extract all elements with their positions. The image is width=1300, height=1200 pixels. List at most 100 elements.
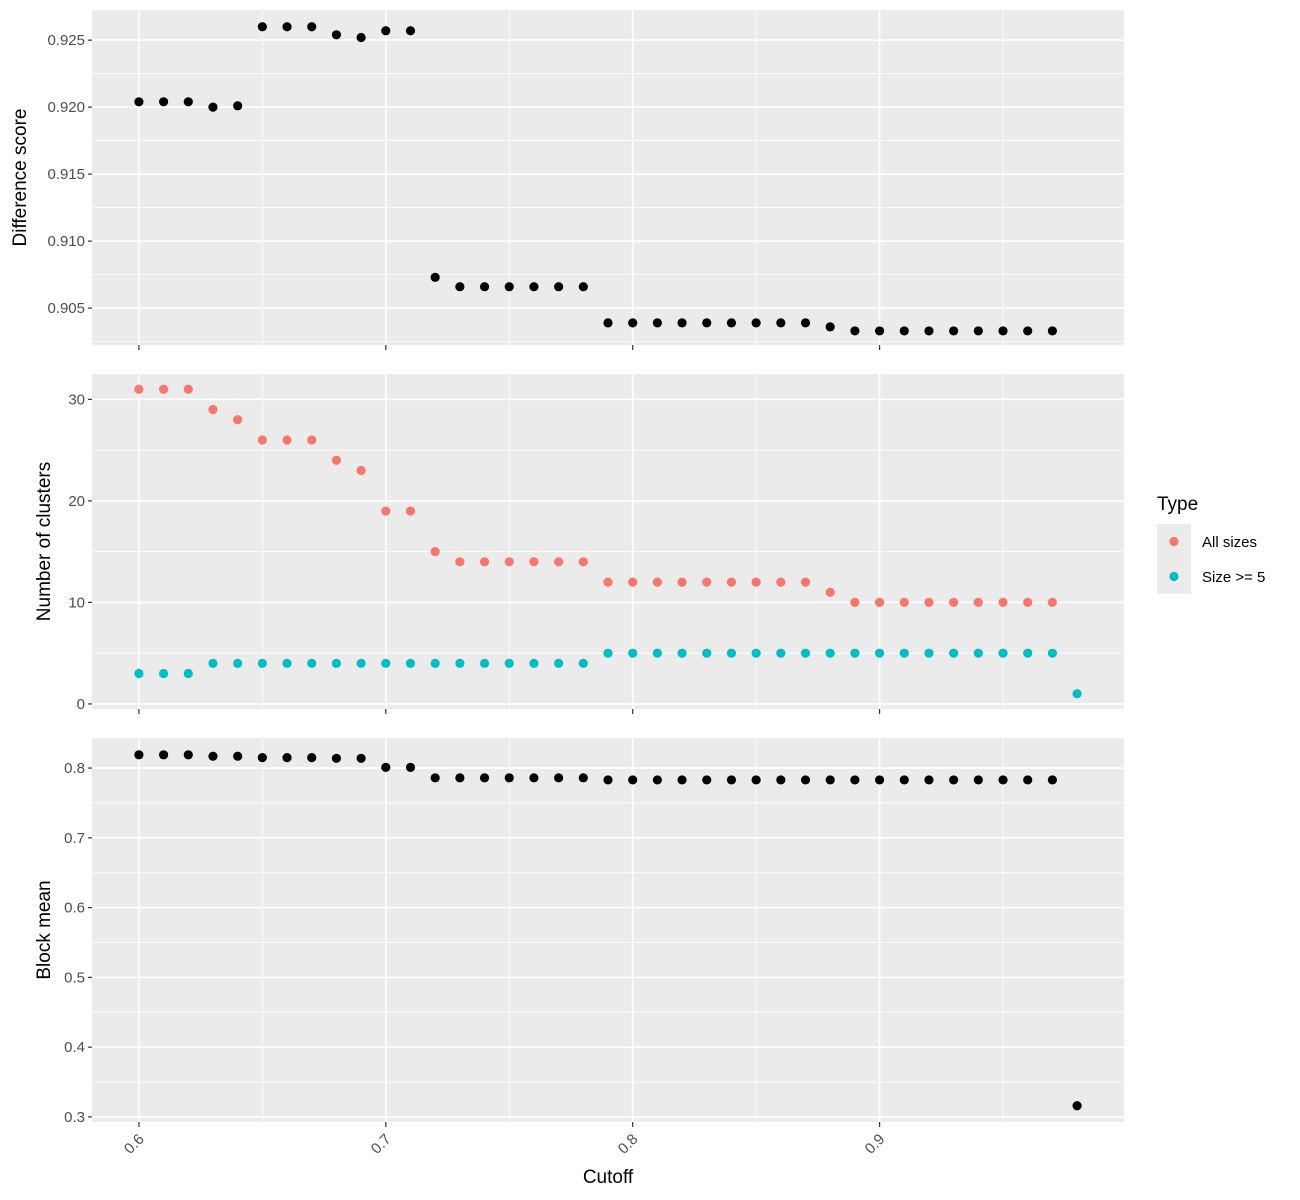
data-point <box>430 272 440 282</box>
x-axis-title: Cutoff <box>583 1167 634 1188</box>
data-point <box>1047 775 1058 785</box>
legend: Type All sizes Size >= 5 <box>1157 494 1265 594</box>
data-point <box>800 318 811 328</box>
data-point <box>158 97 169 107</box>
data-point <box>652 648 662 658</box>
data-point <box>208 658 218 668</box>
data-point <box>949 775 959 785</box>
panel-clusters: 0 10 20 30 Number of clusters <box>34 374 1124 714</box>
data-point <box>233 658 243 668</box>
data-point <box>405 658 416 668</box>
series-all-sizes <box>134 384 1058 608</box>
data-point <box>455 658 465 668</box>
data-point <box>504 658 514 668</box>
data-point <box>356 753 366 763</box>
data-point <box>998 326 1008 336</box>
data-point <box>949 326 959 336</box>
data-point <box>751 775 761 785</box>
data-point <box>825 322 835 332</box>
data-point <box>331 455 342 465</box>
y-axis-title: Number of clusters <box>34 462 55 621</box>
data-point <box>307 435 317 445</box>
y-tick-label: 20 <box>68 493 85 510</box>
data-point <box>998 648 1008 658</box>
data-point <box>356 32 366 43</box>
panel-background <box>92 10 1124 345</box>
data-point <box>578 773 588 783</box>
y-tick-label: 0.905 <box>47 300 85 317</box>
data-point <box>381 26 391 36</box>
data-point <box>603 648 613 658</box>
data-point <box>134 750 144 760</box>
y-axis-title: Block mean <box>34 880 55 979</box>
data-point <box>479 557 490 567</box>
data-point <box>825 587 835 597</box>
data-point <box>158 668 169 679</box>
data-point <box>874 326 885 336</box>
data-point <box>183 97 193 107</box>
data-point <box>134 97 144 107</box>
data-point <box>282 658 292 668</box>
data-point <box>257 22 267 32</box>
data-point <box>702 648 712 658</box>
x-tick-label: 0.9 <box>862 1131 889 1158</box>
data-point <box>628 318 638 328</box>
data-point <box>874 775 885 785</box>
data-point <box>800 577 811 587</box>
data-point <box>430 547 440 557</box>
data-point <box>578 658 588 668</box>
y-axis-title: Difference score <box>10 109 31 247</box>
data-point <box>1047 648 1058 658</box>
data-point <box>850 648 860 658</box>
data-point <box>208 102 218 112</box>
data-point <box>776 318 786 328</box>
data-point <box>751 648 761 658</box>
data-point <box>751 577 761 587</box>
data-point <box>776 577 786 587</box>
data-point <box>479 773 490 783</box>
data-point <box>800 775 811 785</box>
data-point <box>973 326 983 336</box>
data-point <box>825 775 835 785</box>
data-point <box>998 775 1008 785</box>
y-tick-label: 0.920 <box>47 99 85 116</box>
data-point <box>455 557 465 567</box>
data-point <box>307 22 317 32</box>
data-point <box>973 648 983 658</box>
data-point <box>677 648 687 658</box>
data-point <box>924 326 934 336</box>
data-point <box>751 318 761 328</box>
data-point <box>1072 689 1082 699</box>
data-point <box>183 384 193 394</box>
data-point <box>603 775 613 785</box>
data-point <box>652 775 662 785</box>
data-point <box>800 648 811 658</box>
data-point <box>504 282 514 292</box>
data-point <box>924 597 934 608</box>
data-point <box>529 773 539 783</box>
data-point <box>603 318 613 328</box>
data-point <box>479 282 490 292</box>
data-point <box>554 773 564 783</box>
y-tick-label: 10 <box>68 594 85 611</box>
data-point <box>134 668 144 679</box>
data-point <box>677 318 687 328</box>
data-point <box>282 435 292 445</box>
y-tick-label: 0.910 <box>47 233 85 250</box>
data-point <box>899 648 909 658</box>
data-point <box>726 775 737 785</box>
legend-key-point <box>1169 571 1179 582</box>
data-point <box>529 282 539 292</box>
data-point <box>899 775 909 785</box>
data-point <box>1023 775 1033 785</box>
y-tick-label: 0.915 <box>47 166 85 183</box>
data-point <box>504 557 514 567</box>
panel-difference: 0.905 0.910 0.915 0.920 0.925 Difference scor… <box>10 10 1124 350</box>
x-tick-label: 0.7 <box>368 1131 395 1158</box>
data-point <box>504 773 514 783</box>
data-point <box>257 753 267 763</box>
x-tick-label: 0.8 <box>615 1131 642 1158</box>
y-tick-label: 0.4 <box>64 1039 85 1056</box>
legend-title: Type <box>1157 494 1198 515</box>
